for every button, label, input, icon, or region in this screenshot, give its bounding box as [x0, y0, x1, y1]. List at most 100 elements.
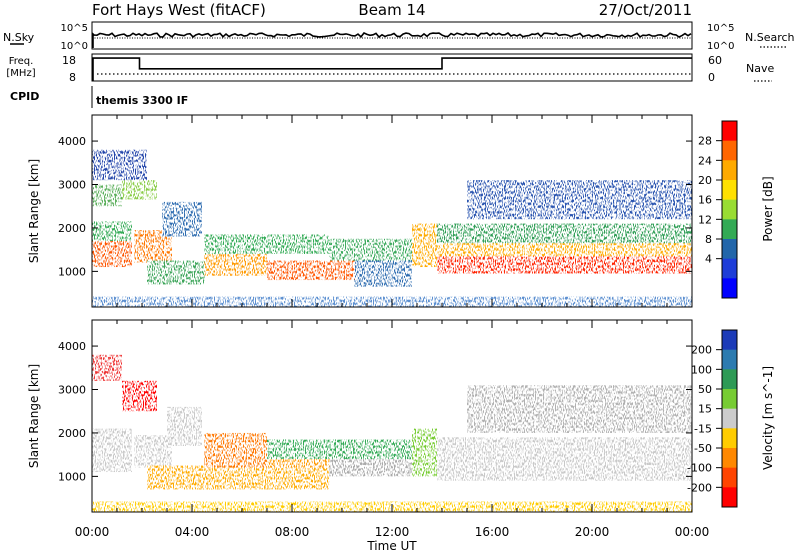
power-colorbar-block-2: [722, 160, 737, 181]
power-colorbar-block-3: [722, 180, 737, 201]
velocity-colorbar-tick-7: -200: [687, 481, 712, 494]
velocity-band-11: [412, 428, 437, 477]
nsky-label: N.Sky: [3, 31, 35, 44]
freq-label: Freq.: [9, 56, 34, 67]
velocity-band-13: [467, 385, 692, 433]
velocity-band-1: [92, 354, 122, 381]
velocity-panel: 1000 2000 3000 4000 Slant Range [km]: [27, 319, 693, 513]
velocity-band-0: [92, 428, 132, 473]
power-band-1: [92, 221, 132, 241]
power-band-9: [204, 234, 330, 255]
power-colorbar-tick-0: 28: [698, 135, 712, 148]
velocity-colorbar-block-7: [722, 467, 737, 488]
power-band-2: [92, 184, 122, 207]
velocity-colorbar-block-3: [722, 389, 737, 410]
velocity-ytick-1: 2000: [58, 427, 86, 440]
power-band-17: [467, 180, 692, 220]
power-colorbar-tick-1: 24: [698, 154, 712, 167]
power-band-14: [437, 256, 692, 274]
power-colorbar-label: Power [dB]: [761, 176, 775, 241]
nsky-trace: [92, 32, 692, 48]
power-ytick-0: 1000: [58, 265, 86, 278]
power-ytick-2: 3000: [58, 179, 86, 192]
cpid-strip: CPID themis 3300 IF: [10, 86, 188, 108]
time-tick-5: 20:00: [575, 525, 610, 539]
time-tick-3: 12:00: [375, 525, 410, 539]
freq-tick-top: 18: [62, 54, 76, 67]
power-band-16: [437, 223, 692, 244]
velocity-colorbar-tick-0: 200: [691, 344, 712, 357]
time-axis-label: Time UT: [366, 539, 417, 553]
velocity-colorbar-tick-3: 15: [698, 403, 712, 416]
date-label: 27/Oct/2011: [599, 1, 692, 19]
power-band-3: [122, 180, 157, 200]
power-ytick-1: 2000: [58, 222, 86, 235]
freq-tick-bottom: 8: [69, 71, 76, 84]
beam-label: Beam 14: [358, 1, 425, 19]
station-title: Fort Hays West (fitACF): [92, 1, 266, 19]
power-colorbar-tick-4: 12: [698, 213, 712, 226]
cpid-value: themis 3300 IF: [96, 94, 188, 107]
velocity-band-10: [329, 459, 412, 477]
velocity-colorbar-block-0: [722, 330, 737, 351]
velocity-colorbar-block-5: [722, 428, 737, 449]
velocity-band-12: [437, 437, 692, 481]
time-tick-6: 00:00: [675, 525, 710, 539]
power-ylabel: Slant Range [km]: [27, 159, 41, 263]
power-band-7: [147, 260, 205, 285]
power-band-6: [162, 201, 202, 237]
velocity-colorbar-label: Velocity [m s^-1]: [761, 366, 775, 470]
power-colorbar-tick-2: 20: [698, 174, 712, 187]
nave-label: Nave: [746, 62, 774, 75]
nave-tick-bottom: 0: [708, 71, 715, 84]
power-band-0: [92, 240, 132, 268]
frequency-trace: [92, 57, 692, 81]
velocity-ytick-3: 4000: [58, 340, 86, 353]
velocity-band-7: [204, 467, 330, 490]
velocity-colorbar-block-2: [722, 369, 737, 390]
power-panel: 1000 2000 3000 4000 Slant Range [km]: [27, 114, 693, 308]
power-colorbar-tick-6: 4: [705, 253, 712, 266]
time-tick-1: 04:00: [175, 525, 210, 539]
nsearch-tick-top: 10^5: [707, 23, 734, 34]
velocity-band-6: [204, 432, 267, 468]
velocity-ylabel: Slant Range [km]: [27, 364, 41, 468]
velocity-band-5: [147, 465, 205, 490]
velocity-band-2: [122, 380, 157, 412]
time-axis: 00:00 04:00 08:00 12:00 16:00 20:00 00:00: [75, 525, 710, 539]
velocity-colorbar-block-1: [722, 349, 737, 370]
nsky-strip: N.Sky 10^5 10^0 10^5 10^0 N.Search: [3, 21, 795, 52]
velocity-colorbar-block-4: [722, 408, 737, 429]
velocity-ytick-0: 1000: [58, 470, 86, 483]
velocity-colorbar-block-6: [722, 448, 737, 469]
freq-unit-label: [MHz]: [6, 68, 35, 79]
velocity-band-4: [167, 406, 202, 446]
nave-tick-top: 60: [708, 54, 722, 67]
power-band-4: [92, 149, 147, 181]
time-tick-4: 16:00: [475, 525, 510, 539]
velocity-colorbar-tick-4: -15: [694, 422, 712, 435]
power-colorbar-block-4: [722, 199, 737, 220]
cpid-label: CPID: [10, 90, 39, 103]
velocity-colorbar-block-8: [722, 487, 737, 508]
velocity-colorbar-tick-6: -100: [687, 462, 712, 475]
velocity-colorbar-tick-2: 50: [698, 383, 712, 396]
power-ytick-3: 4000: [58, 135, 86, 148]
power-colorbar-tick-3: 16: [698, 194, 712, 207]
velocity-colorbar-tick-5: -50: [694, 442, 712, 455]
power-band-13: [412, 223, 437, 268]
power-colorbar-tick-5: 8: [705, 233, 712, 246]
nsky-tick-bottom: 10^0: [61, 41, 88, 52]
power-colorbar-block-8: [722, 278, 737, 299]
time-tick-0: 00:00: [75, 525, 110, 539]
velocity-ytick-2: 3000: [58, 384, 86, 397]
power-colorbar-block-1: [722, 140, 737, 161]
power-colorbar-block-5: [722, 219, 737, 240]
power-band-10: [267, 260, 355, 281]
power-colorbar-block-6: [722, 239, 737, 260]
velocity-colorbar-tick-1: 100: [691, 363, 712, 376]
power-colorbar-block-7: [722, 258, 737, 279]
nsearch-label: N.Search: [745, 31, 795, 44]
velocity-colorbar: 200 100 50 15 -15 -50 -100 -200 Velocity [m s^-…: [687, 329, 775, 508]
